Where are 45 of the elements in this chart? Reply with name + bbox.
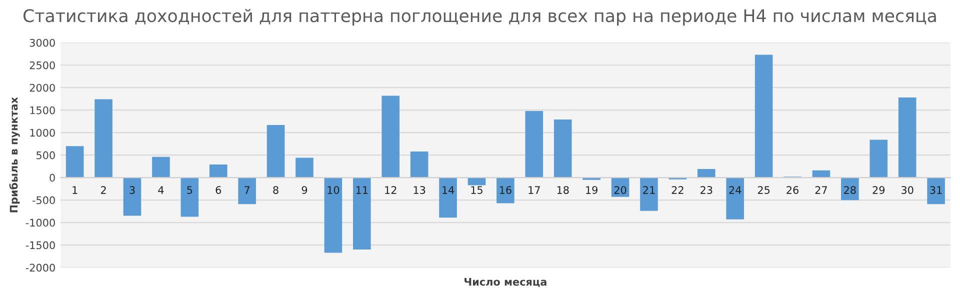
y-axis-title: Прибыль в пунктах xyxy=(9,97,20,212)
x-tick-label: 3 xyxy=(130,186,135,194)
x-tick-label: 26 xyxy=(786,186,798,194)
x-tick-label: 12 xyxy=(385,186,396,194)
x-tick-label: 2 xyxy=(100,186,106,194)
x-tick-label: 31 xyxy=(930,186,942,194)
x-tick-label: 21 xyxy=(643,186,655,194)
chart-title: Статистика доходностей для паттерна поглощение для всех пар на периоде H4 по числам месяца xyxy=(24,8,936,26)
y-tick-label: 3000 xyxy=(30,38,55,47)
y-tick-label: 1500 xyxy=(30,106,55,114)
x-tick-label: 23 xyxy=(700,186,712,194)
x-tick-label: 29 xyxy=(872,186,885,194)
x-tick-label: 5 xyxy=(187,186,192,194)
y-tick-label: 2000 xyxy=(30,84,55,92)
x-tick-label: 13 xyxy=(414,186,426,194)
x-axis-title: Число месяца xyxy=(464,278,546,288)
x-tick-label: 1 xyxy=(72,186,78,194)
x-tick-label: 24 xyxy=(729,186,742,194)
y-tick-label: -500 xyxy=(32,196,55,204)
x-tick-label: 28 xyxy=(844,186,856,194)
x-tick-label: 15 xyxy=(471,186,482,194)
x-tick-label: 4 xyxy=(158,186,164,194)
x-tick-label: 27 xyxy=(815,186,827,194)
x-tick-label: 14 xyxy=(442,186,454,194)
x-tick-label: 11 xyxy=(356,186,368,194)
x-tick-label: 17 xyxy=(528,186,540,194)
y-tick-label: 1000 xyxy=(30,128,55,137)
x-tick-label: 19 xyxy=(586,186,598,194)
x-tick-label: 22 xyxy=(672,186,684,194)
x-tick-label: 20 xyxy=(614,186,626,194)
x-tick-label: 8 xyxy=(273,186,278,194)
x-tick-label: 9 xyxy=(302,186,308,194)
x-tick-label: 10 xyxy=(328,186,340,194)
x-tick-label: 7 xyxy=(244,186,250,194)
x-tick-label: 18 xyxy=(557,186,569,194)
y-tick-label: -1000 xyxy=(26,218,55,227)
y-tick-label: 2500 xyxy=(30,61,55,70)
y-tick-label: -2000 xyxy=(26,264,55,272)
x-tick-label: 30 xyxy=(902,186,914,194)
x-tick-label: 6 xyxy=(216,186,222,194)
y-tick-label: -1500 xyxy=(26,241,55,250)
x-tick-label: 16 xyxy=(500,186,512,194)
x-tick-label: 25 xyxy=(758,186,770,194)
y-tick-label: 500 xyxy=(36,151,55,160)
y-tick-label: 0 xyxy=(50,174,55,182)
